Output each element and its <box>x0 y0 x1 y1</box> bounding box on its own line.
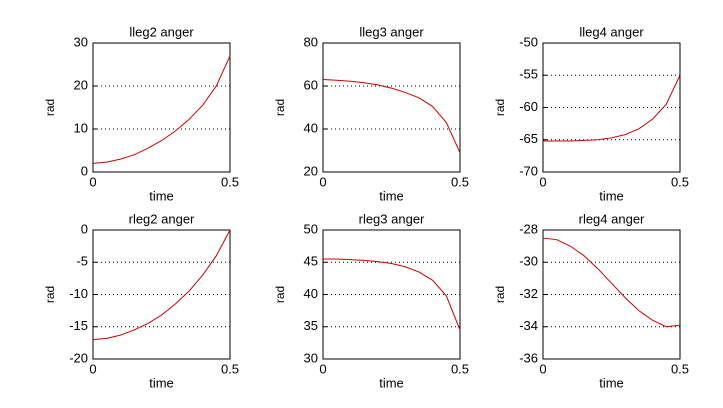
x-tick-label: 0.5 <box>671 361 689 376</box>
x-axis-label: time <box>379 375 404 390</box>
y-tick-label: -34 <box>519 318 538 333</box>
y-tick-label: -50 <box>519 34 538 49</box>
y-tick-label: 40 <box>304 286 318 301</box>
y-axis-label: rad <box>273 99 287 116</box>
axes-box <box>322 42 461 173</box>
y-tick-label: -70 <box>519 163 538 178</box>
data-line <box>92 55 231 164</box>
y-tick-label: 20 <box>74 77 88 92</box>
data-line <box>542 237 681 328</box>
chart-title: rleg4 anger <box>579 211 645 226</box>
y-tick-label: -36 <box>519 350 538 365</box>
y-tick-label: -5 <box>76 254 88 269</box>
data-line <box>543 75 681 142</box>
x-tick-label: 0 <box>319 361 326 376</box>
chart-title: lleg2 anger <box>129 24 194 39</box>
x-axis-label: time <box>599 375 624 390</box>
x-tick-label: 0 <box>319 174 326 189</box>
y-tick-label: 0 <box>81 221 88 236</box>
x-tick-label: 0 <box>539 174 546 189</box>
y-tick-label: -32 <box>519 286 538 301</box>
axes-box <box>92 42 231 173</box>
x-tick-label: 0 <box>89 361 96 376</box>
y-tick-label: 10 <box>74 120 88 135</box>
data-line <box>322 79 461 153</box>
y-tick-label: 60 <box>304 77 318 92</box>
x-axis-label: time <box>149 188 174 203</box>
y-axis-label: rad <box>43 286 57 303</box>
x-tick-label: 0.5 <box>221 174 239 189</box>
y-tick-label: -20 <box>69 350 88 365</box>
y-axis-label: rad <box>493 286 507 303</box>
data-line <box>323 258 461 331</box>
y-tick-label: 80 <box>304 34 318 49</box>
chart-title: rleg2 anger <box>129 211 195 226</box>
x-axis-label: time <box>149 375 174 390</box>
data-line <box>92 229 231 341</box>
y-tick-label: 45 <box>304 254 318 269</box>
chart-title: lleg3 anger <box>359 24 424 39</box>
y-axis-label: rad <box>43 99 57 116</box>
y-tick-label: 50 <box>304 221 318 236</box>
y-tick-label: 0 <box>81 163 88 178</box>
x-tick-label: 0 <box>89 174 96 189</box>
x-axis-label: time <box>599 188 624 203</box>
y-tick-label: 20 <box>304 163 318 178</box>
x-tick-label: 0.5 <box>671 174 689 189</box>
y-tick-label: 35 <box>304 318 318 333</box>
x-tick-label: 0.5 <box>451 361 469 376</box>
chart-title: rleg3 anger <box>359 211 425 226</box>
x-tick-label: 0.5 <box>451 174 469 189</box>
y-tick-label: 30 <box>74 34 88 49</box>
x-tick-label: 0.5 <box>221 361 239 376</box>
y-tick-label: -30 <box>519 254 538 269</box>
y-tick-label: -10 <box>69 286 88 301</box>
y-axis-label: rad <box>493 99 507 116</box>
y-tick-label: -28 <box>519 221 538 236</box>
x-axis-label: time <box>379 188 404 203</box>
y-tick-label: -55 <box>519 67 538 82</box>
y-tick-label: -60 <box>519 99 538 114</box>
y-tick-label: 30 <box>304 350 318 365</box>
y-tick-label: 40 <box>304 120 318 135</box>
y-axis-label: rad <box>273 286 287 303</box>
x-tick-label: 0 <box>539 361 546 376</box>
y-tick-label: -15 <box>69 318 88 333</box>
y-tick-label: -65 <box>519 131 538 146</box>
chart-title: lleg4 anger <box>579 24 644 39</box>
